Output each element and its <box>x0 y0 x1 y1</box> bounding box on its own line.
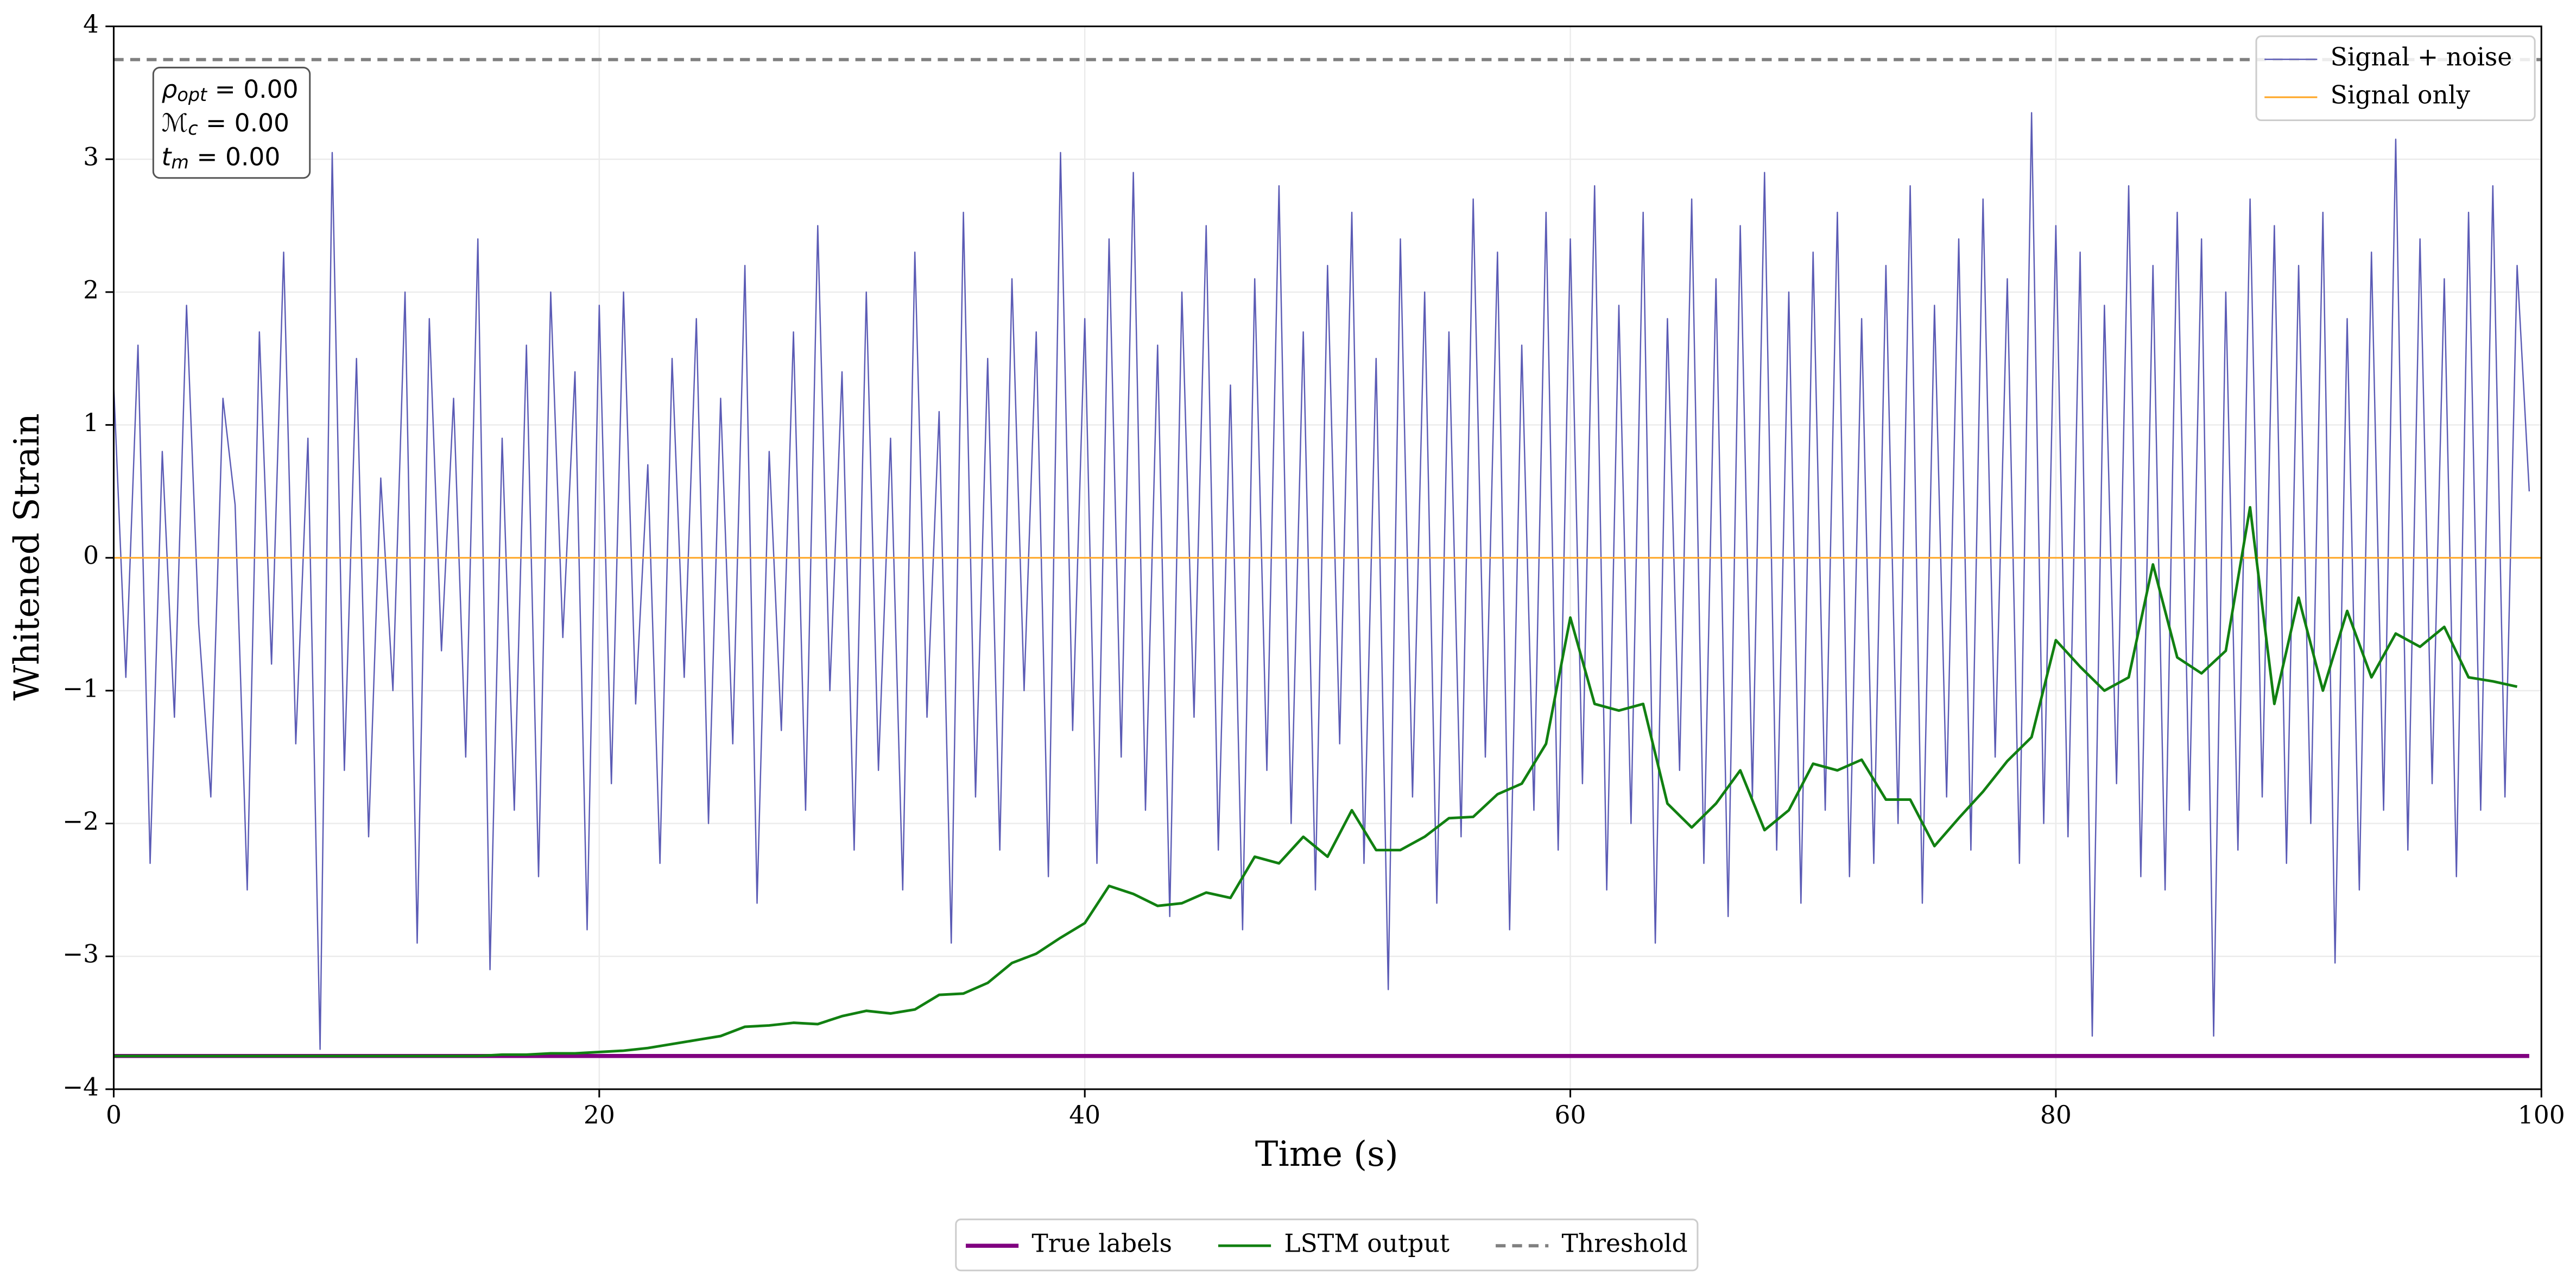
legend-label: Signal + noise <box>2331 43 2512 72</box>
y-tick-label: 4 <box>83 10 99 39</box>
y-tick-label: −1 <box>62 674 99 703</box>
legend-box <box>2255 35 2536 122</box>
annotation: tm = 0.00 <box>162 142 281 173</box>
annotation-symbol: ρ <box>162 74 178 103</box>
annotation: ℳc = 0.00 <box>162 109 289 140</box>
legend-box <box>955 1218 1699 1272</box>
x-tick-label: 40 <box>1069 1101 1100 1129</box>
y-tick-label: 3 <box>83 143 99 172</box>
x-tick-label: 80 <box>2040 1101 2072 1129</box>
legend-label: Threshold <box>1562 1229 1688 1258</box>
annotation-text: = 0.00 <box>207 74 298 103</box>
y-tick-label: 1 <box>83 408 99 437</box>
y-tick-label: −3 <box>62 940 99 969</box>
x-tick-label: 20 <box>584 1101 615 1129</box>
y-tick-label: 0 <box>83 541 99 570</box>
legend-label: Signal only <box>2331 81 2471 110</box>
annotation-text: = 0.00 <box>198 109 289 137</box>
annotation: ρopt = 0.00 <box>162 74 299 105</box>
legend-label: True labels <box>1031 1229 1172 1258</box>
annotation-symbol: t <box>162 142 173 171</box>
annotation-subscript: c <box>188 118 198 140</box>
y-axis-label: Whitened Strain <box>7 413 47 700</box>
x-axis-label: Time (s) <box>1255 1134 1398 1174</box>
legend-label: LSTM output <box>1284 1229 1450 1258</box>
plot-frame <box>112 26 2542 1090</box>
annotation-text: = 0.00 <box>189 142 280 171</box>
y-tick-label: −4 <box>62 1072 99 1101</box>
annotation-box <box>152 66 311 179</box>
x-tick-label: 100 <box>2518 1101 2565 1129</box>
x-tick-label: 0 <box>106 1101 122 1129</box>
annotation-subscript: opt <box>177 84 208 105</box>
y-tick-label: −2 <box>62 807 99 836</box>
series-line <box>113 112 2530 1050</box>
series-line <box>113 506 2518 1058</box>
annotation-symbol: ℳ <box>162 109 188 137</box>
y-tick-label: 2 <box>83 275 99 304</box>
x-tick-label: 60 <box>1555 1101 1586 1129</box>
annotation-subscript: m <box>171 152 189 173</box>
